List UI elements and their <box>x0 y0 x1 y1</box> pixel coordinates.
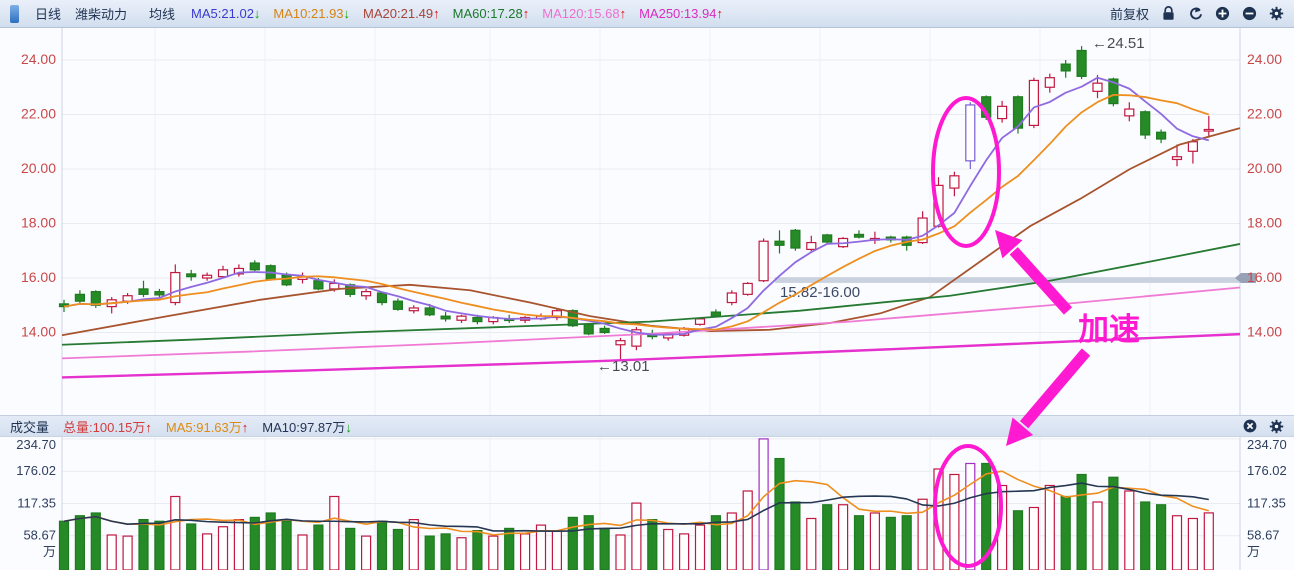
svg-text:117.35: 117.35 <box>1247 495 1286 510</box>
ma-legend: MA5:21.02↓ MA10:21.93↓ MA20:21.49↑ MA60:17.… <box>191 6 723 21</box>
ma-legend-item: MA120:15.68↑ <box>542 6 627 21</box>
svg-text:22.00: 22.00 <box>21 106 56 122</box>
price-chart-canvas[interactable]: 15.82-16.00 24.00 24.00 22.00 22.00 20.00 20.0… <box>0 28 1294 415</box>
period-selector[interactable]: 日线 <box>35 7 62 22</box>
svg-text:58.67: 58.67 <box>23 528 56 543</box>
svg-text:万: 万 <box>1247 544 1260 559</box>
svg-text:20.00: 20.00 <box>1247 160 1282 176</box>
svg-text:234.70: 234.70 <box>16 437 56 452</box>
lock-icon[interactable] <box>1160 6 1176 22</box>
volume-legend-item: 总量:100.15万↑ <box>63 419 152 435</box>
svg-text:16.00: 16.00 <box>21 269 56 285</box>
svg-text:14.00: 14.00 <box>1247 324 1282 340</box>
ma-legend-item: MA250:13.94↑ <box>639 6 723 21</box>
svg-text:176.02: 176.02 <box>16 463 56 478</box>
ma-legend-item: MA10:21.93↓ <box>273 6 351 21</box>
close-pane-icon[interactable] <box>1242 418 1258 434</box>
svg-text:176.02: 176.02 <box>1247 463 1287 478</box>
ma-legend-item: MA5:21.02↓ <box>191 6 261 21</box>
svg-text:18.00: 18.00 <box>1247 215 1282 231</box>
symbol-name[interactable]: 潍柴动力 <box>75 7 128 22</box>
svg-text:22.00: 22.00 <box>1247 106 1282 122</box>
svg-text:←13.01: ←13.01 <box>597 358 650 375</box>
svg-text:20.00: 20.00 <box>21 160 56 176</box>
adjust-mode-button[interactable]: 前复权 <box>1109 7 1149 22</box>
ma-legend-item: MA20:21.49↑ <box>363 6 440 21</box>
svg-text:18.00: 18.00 <box>21 215 56 231</box>
svg-text:16.00: 16.00 <box>1247 269 1282 285</box>
svg-text:24.00: 24.00 <box>21 51 56 67</box>
app-icon <box>10 4 19 23</box>
svg-text:←24.51: ←24.51 <box>1092 35 1145 52</box>
ma-legend-item: MA60:17.28↑ <box>452 6 530 21</box>
zoom-out-icon[interactable] <box>1241 6 1257 22</box>
toolbar: 日线 潍柴动力 均线 MA5:21.02↓ MA10:21.93↓ MA20:21.… <box>0 0 1294 28</box>
undo-icon[interactable] <box>1187 6 1203 22</box>
volume-header: 成交量 总量:100.15万↑ MA5:91.63万↑ MA10:97.87万↓ <box>0 415 1294 437</box>
svg-text:24.00: 24.00 <box>1247 51 1282 67</box>
volume-settings-gear-icon[interactable] <box>1268 418 1284 434</box>
svg-text:14.00: 14.00 <box>21 324 56 340</box>
svg-text:万: 万 <box>43 544 56 559</box>
volume-legend: 总量:100.15万↑ MA5:91.63万↑ MA10:97.87万↓ <box>63 417 352 436</box>
settings-gear-icon[interactable] <box>1268 6 1284 22</box>
ma-group-label: 均线 <box>149 7 176 22</box>
volume-chart-canvas[interactable]: 234.70 234.70 176.02 176.02 117.35 117.35 58.6… <box>0 437 1294 570</box>
zoom-in-icon[interactable] <box>1214 6 1230 22</box>
volume-pane-title: 成交量 <box>10 419 50 435</box>
svg-text:58.67: 58.67 <box>1247 528 1280 543</box>
volume-legend-item: MA10:97.87万↓ <box>262 419 352 435</box>
volume-legend-item: MA5:91.63万↑ <box>165 419 249 435</box>
svg-text:234.70: 234.70 <box>1247 437 1287 452</box>
svg-text:117.35: 117.35 <box>17 495 56 510</box>
svg-text:15.82-16.00: 15.82-16.00 <box>780 284 860 301</box>
